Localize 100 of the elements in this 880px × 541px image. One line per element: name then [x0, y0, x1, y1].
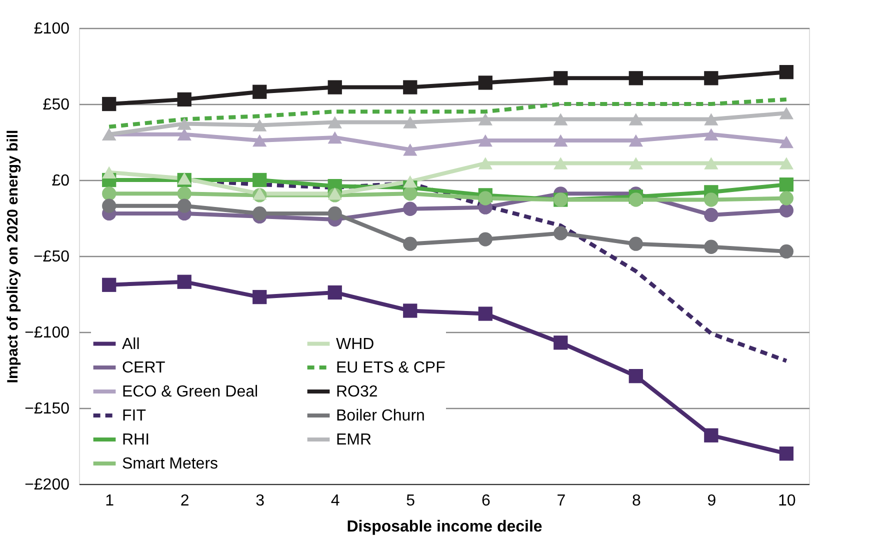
point	[177, 274, 192, 289]
point	[628, 236, 643, 251]
point	[478, 232, 492, 246]
point	[704, 208, 718, 222]
point	[779, 106, 794, 120]
legend-label: All	[122, 336, 140, 353]
point	[779, 446, 794, 461]
point	[628, 192, 643, 207]
x-axis-title: Disposable income decile	[346, 518, 542, 536]
point	[478, 76, 492, 90]
x-tick-label: 2	[180, 492, 190, 510]
x-tick-label: 4	[330, 492, 340, 510]
point	[102, 96, 116, 112]
legend-label: EU ETS & CPF	[336, 360, 446, 376]
y-tick-label: −£100	[24, 324, 70, 342]
point	[177, 92, 192, 107]
legend-label: RHI	[122, 432, 150, 448]
point	[403, 175, 418, 188]
point	[478, 113, 492, 126]
point	[628, 71, 643, 86]
point	[102, 186, 116, 201]
legend-label: RO32	[336, 384, 378, 400]
point	[554, 71, 568, 86]
point	[328, 131, 342, 144]
point	[554, 134, 568, 147]
point	[328, 188, 342, 200]
point	[403, 143, 418, 156]
point	[403, 186, 418, 201]
legend-label: CERT	[122, 360, 166, 376]
line-series	[107, 97, 788, 129]
point	[779, 177, 794, 192]
point	[328, 80, 342, 94]
point	[628, 369, 643, 384]
x-tick-label: 1	[105, 492, 114, 510]
y-tick-label: £0	[52, 172, 70, 190]
point	[403, 80, 418, 94]
point	[102, 166, 116, 179]
point	[328, 206, 342, 220]
point	[403, 116, 418, 128]
x-tick-label: 6	[481, 492, 490, 510]
point	[403, 202, 418, 216]
point	[252, 134, 267, 147]
x-tick-label: 8	[632, 492, 641, 510]
x-tick-label: 9	[707, 492, 716, 510]
point	[704, 157, 718, 170]
point	[704, 240, 718, 254]
point	[177, 172, 192, 185]
point	[102, 198, 116, 213]
y-tick-label: −£150	[24, 400, 70, 418]
legend-label: Smart Meters	[122, 456, 218, 472]
point	[704, 192, 718, 207]
legend-label: EMR	[336, 432, 372, 448]
x-tick-label: 3	[256, 492, 265, 510]
x-tick-label: 10	[778, 492, 796, 510]
point	[704, 428, 718, 442]
point	[554, 157, 568, 170]
legend-label: FIT	[122, 408, 146, 424]
x-tick-label: 7	[556, 492, 566, 510]
point	[252, 290, 267, 304]
point	[177, 186, 192, 201]
point	[403, 304, 418, 318]
point	[628, 157, 643, 170]
y-axis-title: Impact of policy on 2020 energy bill	[4, 130, 22, 384]
legend-label: WHD	[336, 336, 374, 353]
legend-label: Boiler Churn	[336, 408, 425, 424]
x-tick-label: 5	[406, 492, 416, 510]
y-tick-label: −£50	[33, 248, 70, 266]
point	[478, 306, 492, 321]
point	[252, 206, 267, 220]
point	[704, 128, 718, 141]
point	[177, 198, 192, 213]
point	[779, 191, 794, 206]
point	[328, 116, 342, 128]
point	[779, 203, 794, 218]
point	[478, 157, 492, 170]
point	[628, 134, 643, 147]
point	[628, 113, 643, 126]
point	[102, 278, 116, 292]
point	[554, 113, 568, 126]
point	[478, 191, 492, 206]
point	[252, 84, 267, 99]
y-tick-label: £50	[42, 96, 70, 114]
point	[779, 136, 794, 148]
point	[704, 113, 718, 126]
point	[252, 188, 267, 200]
y-tick-label: −£200	[24, 476, 70, 494]
point	[779, 157, 794, 170]
point	[704, 71, 718, 86]
point	[252, 172, 267, 188]
point	[554, 336, 568, 350]
point	[328, 285, 342, 300]
legend-label: ECO & Green Deal	[122, 384, 258, 400]
point	[478, 134, 492, 147]
y-tick-label: £100	[34, 20, 70, 38]
point	[779, 244, 794, 258]
point	[554, 226, 568, 240]
point	[252, 119, 267, 132]
point	[177, 118, 192, 130]
point	[779, 65, 794, 80]
point	[177, 128, 192, 141]
